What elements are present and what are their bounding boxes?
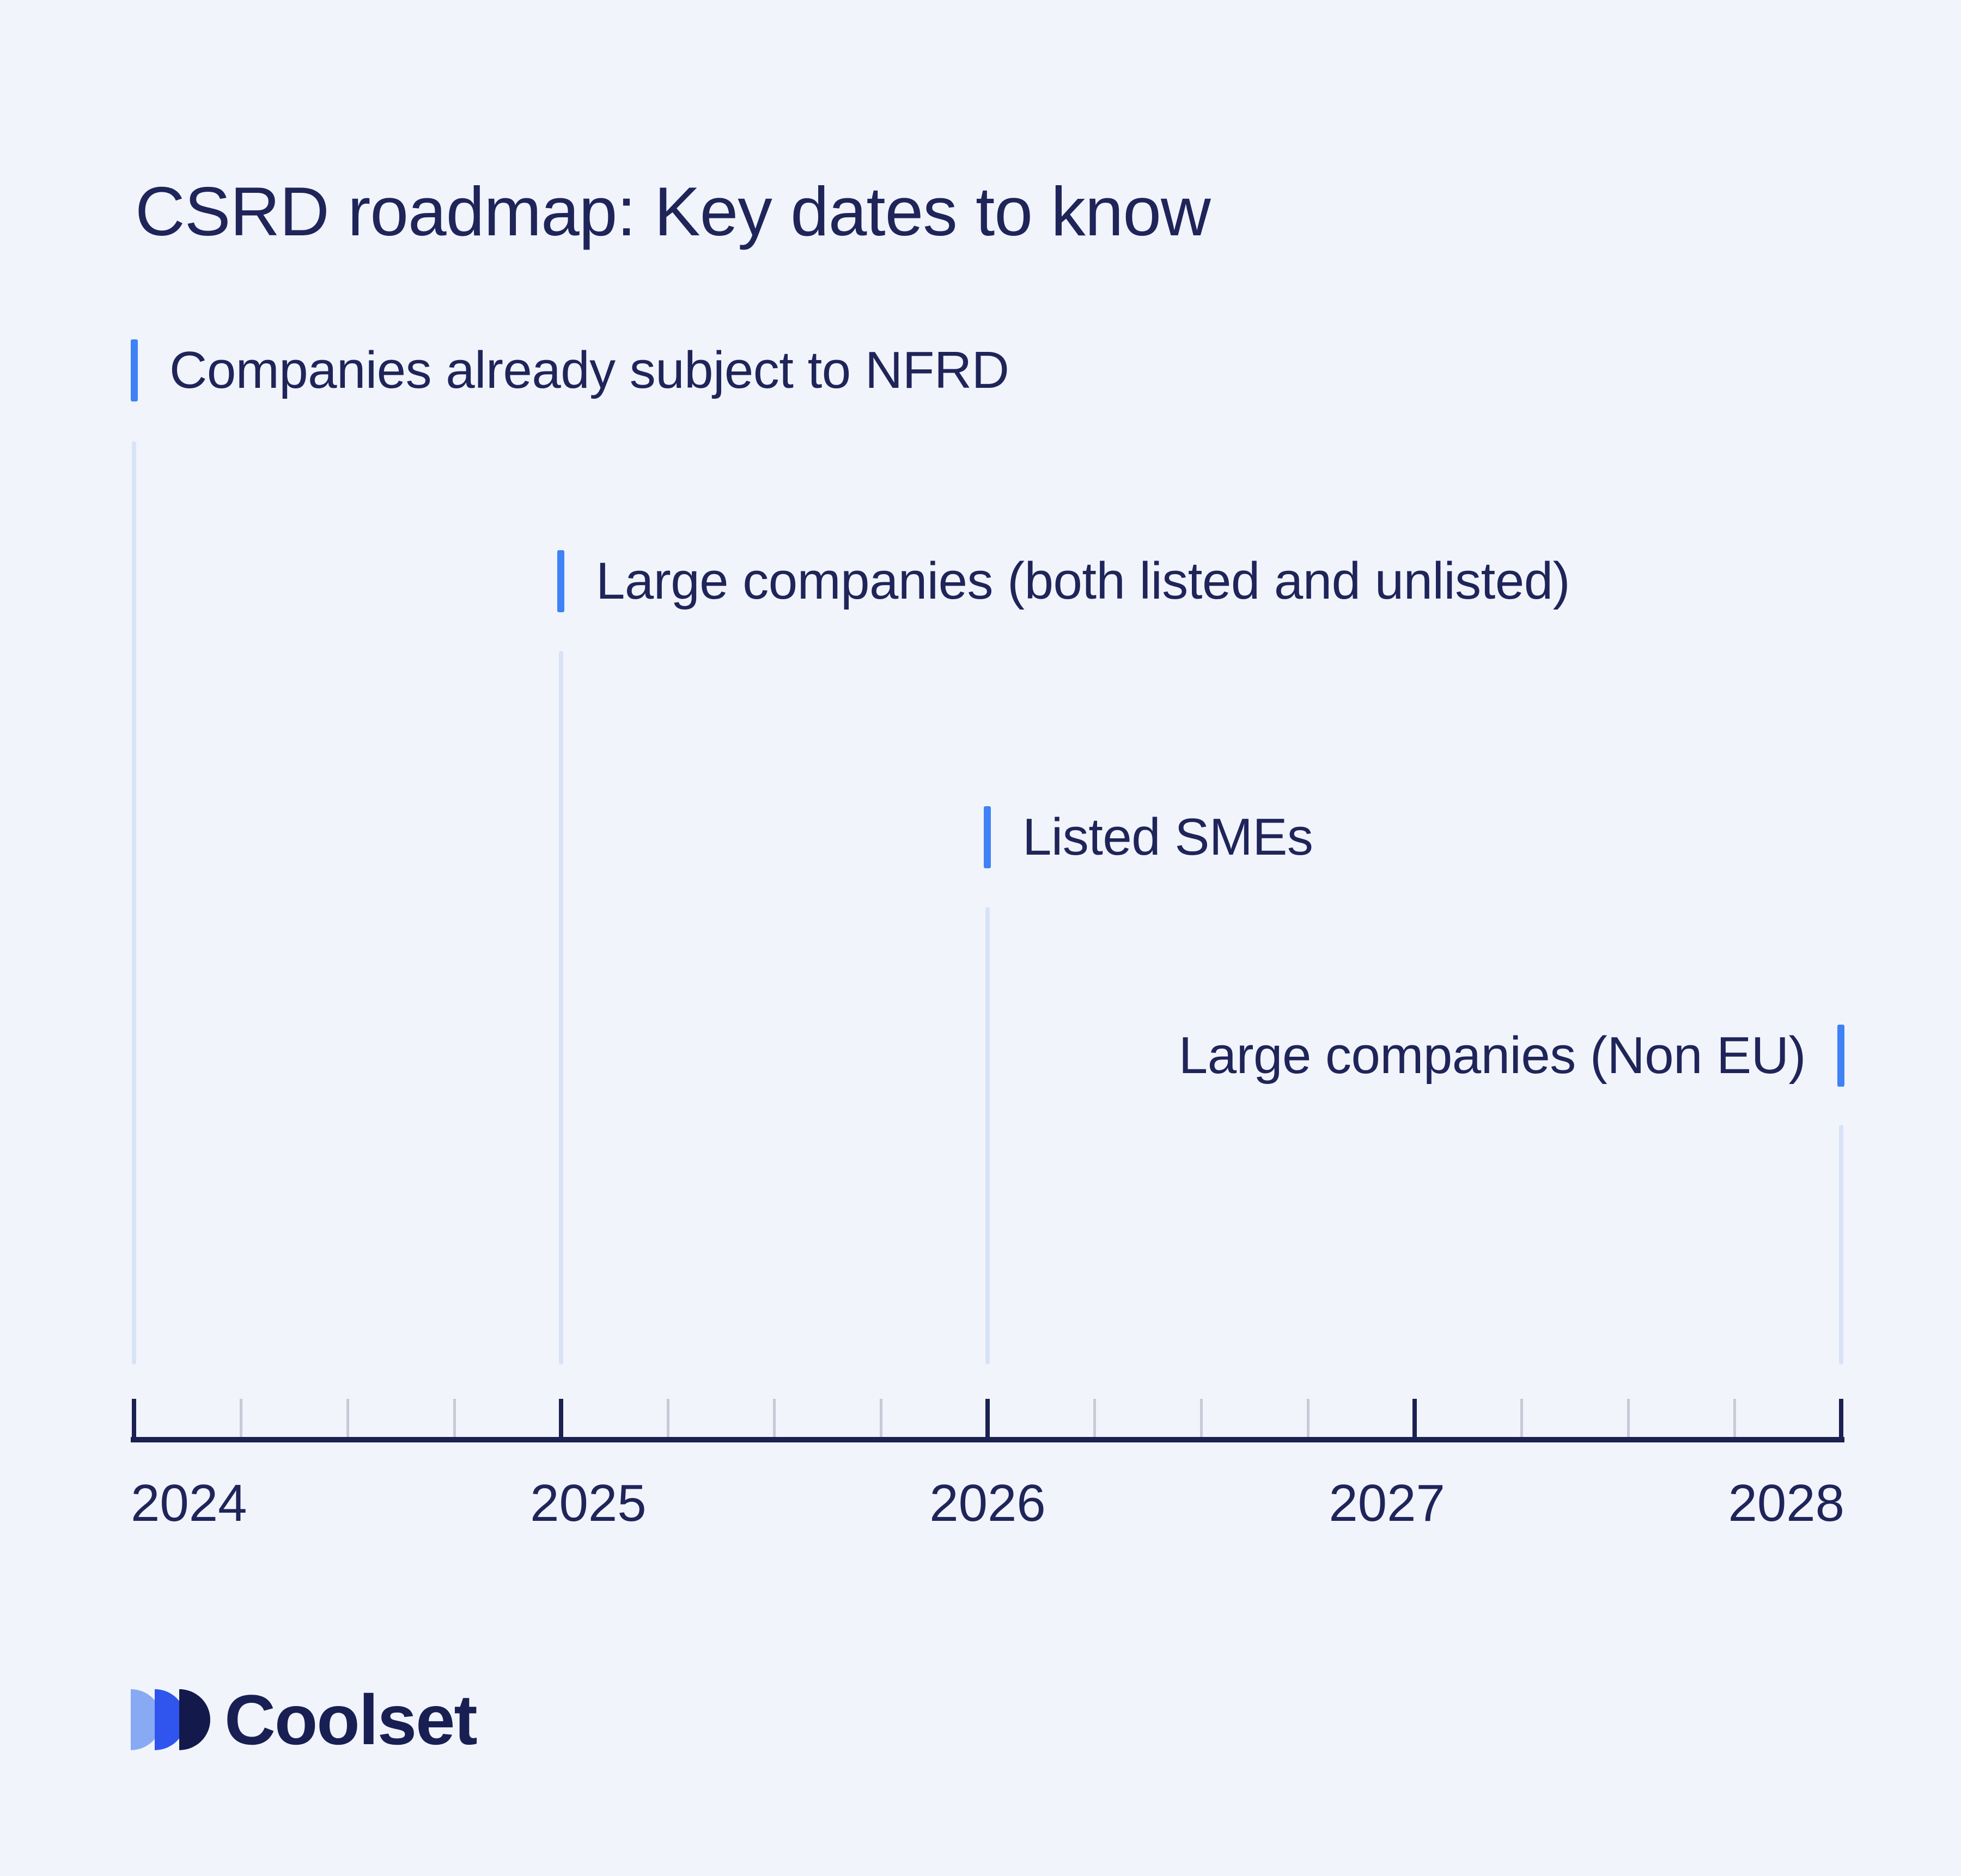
coolset-wordmark: Coolset [224,1680,478,1759]
major-tick-2024 [132,1399,136,1437]
guide-line-2028 [1839,1125,1843,1365]
milestone-label: Listed SMEs [1022,808,1313,866]
minor-tick [1200,1399,1203,1437]
minor-tick [453,1399,456,1437]
year-label-2027: 2027 [1329,1474,1445,1532]
minor-tick [880,1399,882,1437]
year-label-2026: 2026 [929,1474,1046,1532]
minor-tick [1627,1399,1630,1437]
coolset-logo: Coolset [131,1680,478,1759]
milestone-label: Large companies (both listed and unliste… [596,552,1570,610]
milestone-label: Companies already subject to NFRD [169,341,1009,399]
page-title: CSRD roadmap: Key dates to know [135,173,1211,251]
milestone-marker-bar [984,806,991,868]
logo-semicircle-dark [179,1689,210,1750]
milestone-marker-bar [1837,1025,1844,1087]
major-tick-2026 [985,1399,990,1437]
minor-tick [346,1399,349,1437]
minor-tick [667,1399,669,1437]
minor-tick [1307,1399,1310,1437]
minor-tick [773,1399,776,1437]
milestone-large-companies-non-eu: Large companies (Non EU) [1179,1025,1844,1087]
guide-line-2026 [985,907,990,1365]
milestone-marker-bar [131,339,138,401]
minor-tick [1093,1399,1096,1437]
milestone-nfrd-companies: Companies already subject to NFRD [131,339,1009,401]
major-tick-2027 [1412,1399,1417,1437]
major-tick-2025 [559,1399,563,1437]
minor-tick [1733,1399,1736,1437]
guide-line-2024 [132,441,136,1365]
minor-tick [240,1399,242,1437]
milestone-large-companies-eu: Large companies (both listed and unliste… [557,550,1570,612]
milestone-listed-smes: Listed SMEs [984,806,1313,868]
timeline-axis-line [131,1437,1844,1442]
milestone-marker-bar [557,550,564,612]
year-labels-row: 2024 2025 2026 2027 2028 [131,1477,1844,1530]
year-label-2024: 2024 [131,1474,247,1532]
year-label-2025: 2025 [530,1474,647,1532]
coolset-logo-icon [131,1689,210,1750]
milestone-label: Large companies (Non EU) [1178,1026,1806,1085]
year-label-2028: 2028 [1728,1474,1844,1532]
minor-tick [1520,1399,1523,1437]
guide-line-2025 [559,651,563,1365]
major-tick-2028 [1839,1399,1843,1437]
